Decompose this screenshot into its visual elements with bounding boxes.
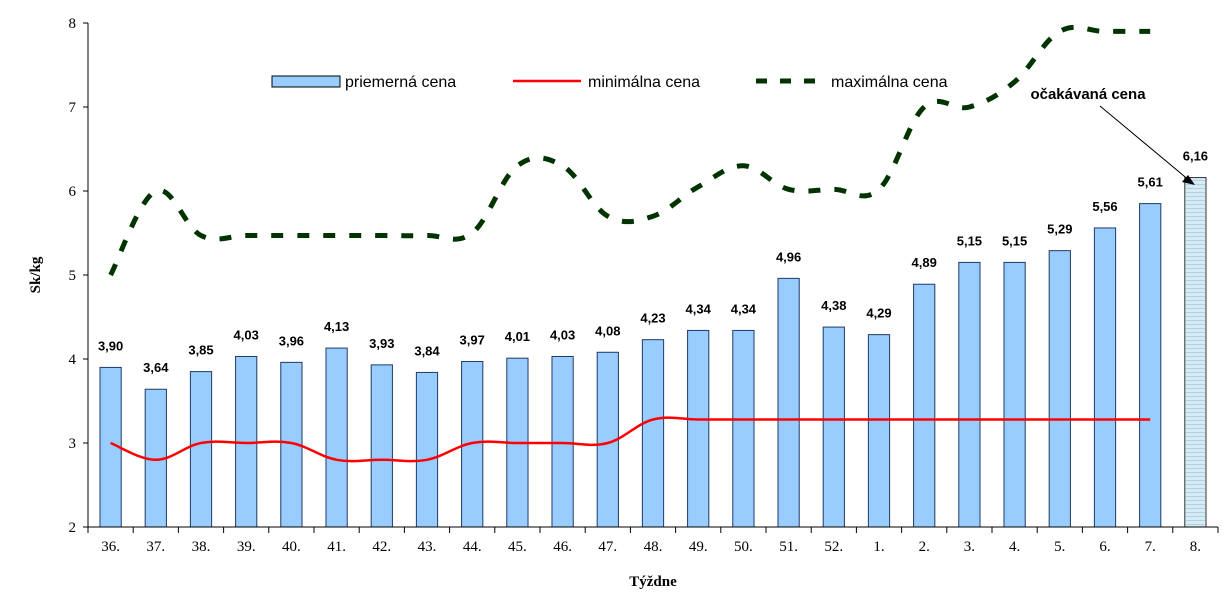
bar bbox=[687, 329, 710, 528]
bar bbox=[1093, 227, 1117, 528]
data-labels: 3,90 3,64 3,85 4,03 3,96 4,13 3,93 3,84 3,97 4,01… bbox=[98, 149, 1208, 376]
annotation-arrow-line bbox=[1099, 105, 1191, 182]
bar-data-label: 4,38 bbox=[821, 298, 846, 313]
bar bbox=[641, 339, 665, 528]
bar-data-label: 5,15 bbox=[957, 233, 982, 248]
y-tick-label: 8 bbox=[69, 16, 77, 32]
annotation-arrow-head bbox=[1182, 175, 1195, 185]
bar bbox=[777, 277, 800, 528]
y-tick-label: 5 bbox=[69, 268, 77, 284]
x-tick-label: 37. bbox=[146, 539, 165, 555]
bar-data-label: 4,29 bbox=[866, 306, 891, 321]
x-tick-label: 44. bbox=[463, 539, 482, 555]
bar-data-label: 3,90 bbox=[98, 338, 123, 353]
x-tick-label: 52. bbox=[824, 539, 843, 555]
bar bbox=[189, 371, 213, 528]
bar-data-label: 4,13 bbox=[324, 319, 349, 334]
legend-label-avg: priemerná cena bbox=[345, 74, 456, 91]
bar-data-label: 6,16 bbox=[1183, 149, 1208, 164]
lines-group bbox=[108, 24, 1151, 463]
bar-data-label: 5,56 bbox=[1092, 199, 1117, 214]
x-tick-label: 8. bbox=[1190, 539, 1201, 555]
bar bbox=[370, 364, 393, 528]
bar bbox=[867, 334, 891, 528]
bar bbox=[551, 355, 574, 528]
x-ticks: 36. 37. 38. 39. 40. 41. 42. 43. 44. 45. 46. 47. 48. 4… bbox=[87, 527, 1219, 555]
x-tick-label: 39. bbox=[237, 539, 256, 555]
x-tick-label: 3. bbox=[964, 539, 975, 555]
legend-label-max: maximálna cena bbox=[831, 74, 948, 91]
y-tick-label: 4 bbox=[69, 352, 77, 368]
bar-data-label: 3,97 bbox=[460, 333, 485, 348]
bar bbox=[415, 371, 439, 528]
y-tick-label: 2 bbox=[69, 520, 77, 536]
x-tick-label: 42. bbox=[372, 539, 391, 555]
x-tick-label: 51. bbox=[779, 539, 798, 555]
x-tick-label: 38. bbox=[192, 539, 211, 555]
bar bbox=[1003, 261, 1026, 528]
bar-data-label: 4,08 bbox=[595, 323, 620, 338]
annotation-text: očakávaná cena bbox=[1030, 86, 1146, 103]
y-tick-label: 7 bbox=[69, 100, 77, 116]
x-tick-label: 36. bbox=[101, 539, 120, 555]
y-tick-label: 6 bbox=[69, 184, 77, 200]
x-tick-label: 41. bbox=[327, 539, 346, 555]
bar-data-label: 3,64 bbox=[143, 360, 169, 375]
bar bbox=[325, 347, 348, 528]
x-tick-label: 46. bbox=[553, 539, 572, 555]
x-tick-label: 5. bbox=[1054, 539, 1065, 555]
bar-data-label: 3,85 bbox=[188, 343, 213, 358]
x-tick-label: 48. bbox=[644, 539, 663, 555]
bar-data-label: 4,96 bbox=[776, 249, 801, 264]
bar-data-label: 5,29 bbox=[1047, 222, 1072, 237]
bar-data-label: 3,96 bbox=[279, 333, 304, 348]
bar-data-label: 4,89 bbox=[912, 255, 937, 270]
bar-data-label: 4,34 bbox=[731, 301, 757, 316]
y-ticks: 2 3 4 5 6 7 8 bbox=[69, 16, 88, 536]
bar-data-label: 4,03 bbox=[234, 327, 259, 342]
x-tick-label: 1. bbox=[873, 539, 884, 555]
x-tick-label: 47. bbox=[598, 539, 617, 555]
bar-data-label: 4,23 bbox=[640, 311, 665, 326]
x-tick-label: 7. bbox=[1145, 539, 1156, 555]
x-tick-label: 45. bbox=[508, 539, 527, 555]
legend-swatch-bar bbox=[271, 75, 341, 88]
x-tick-label: 4. bbox=[1009, 539, 1020, 555]
x-tick-label: 43. bbox=[418, 539, 437, 555]
line-min-price bbox=[110, 416, 1151, 463]
y-tick-label: 3 bbox=[69, 436, 77, 452]
bar-data-label: 5,61 bbox=[1138, 175, 1163, 190]
annotation: očakávaná cena bbox=[1030, 86, 1195, 185]
bar-data-label: 4,01 bbox=[505, 329, 530, 344]
y-axis-title: Sk/kg bbox=[28, 256, 44, 293]
legend-label-min: minimálna cena bbox=[588, 74, 700, 91]
bar-data-label: 5,15 bbox=[1002, 233, 1027, 248]
bar bbox=[732, 329, 755, 528]
x-tick-label: 40. bbox=[282, 539, 301, 555]
x-tick-label: 50. bbox=[734, 539, 753, 555]
line-max-price bbox=[108, 24, 1151, 277]
bar-data-label: 3,84 bbox=[414, 343, 440, 358]
x-tick-label: 49. bbox=[689, 539, 708, 555]
bar bbox=[913, 283, 936, 528]
bar bbox=[822, 326, 845, 528]
x-tick-label: 6. bbox=[1099, 539, 1110, 555]
bar bbox=[958, 261, 981, 528]
bar-data-label: 4,34 bbox=[686, 301, 712, 316]
x-axis-title: Týždne bbox=[629, 574, 677, 590]
x-tick-label: 2. bbox=[919, 539, 930, 555]
bar-data-label: 4,03 bbox=[550, 327, 575, 342]
bars-group bbox=[99, 177, 1207, 528]
bar bbox=[1048, 250, 1071, 528]
legend: priemerná cena minimálna cena maximálna … bbox=[271, 74, 948, 91]
bar-data-label: 3,93 bbox=[369, 336, 394, 351]
bar bbox=[1139, 203, 1162, 528]
